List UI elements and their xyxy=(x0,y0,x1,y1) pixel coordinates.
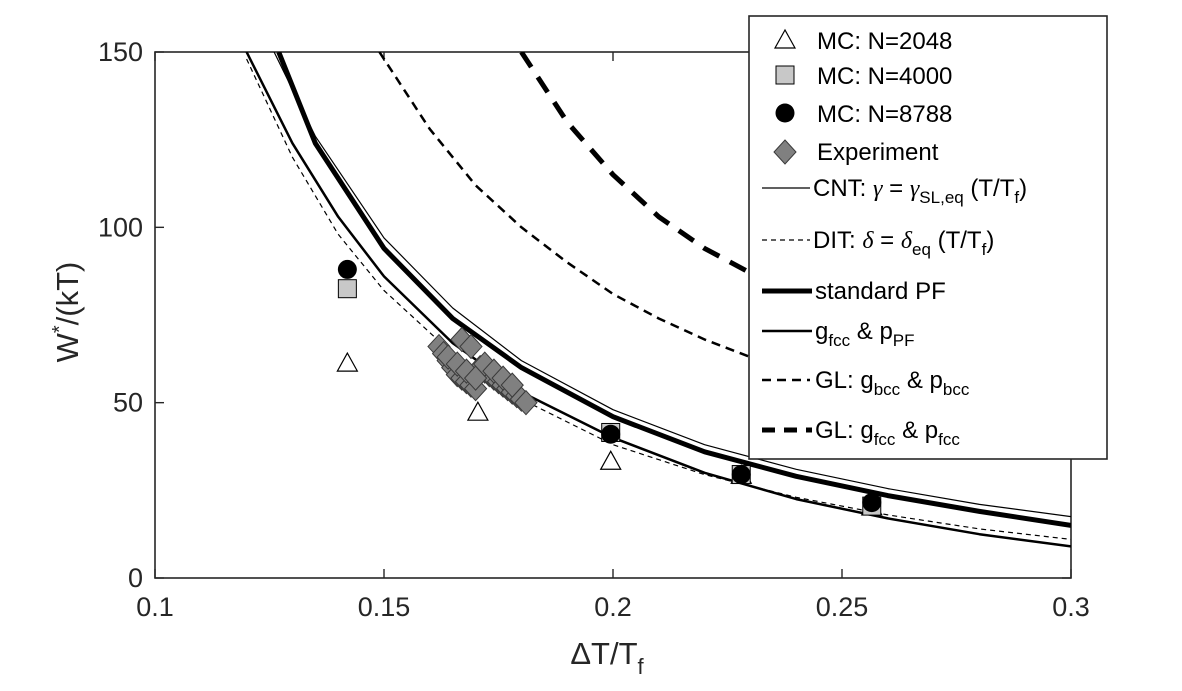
x-tick-label: 0.3 xyxy=(1052,592,1090,622)
point-mc-8788 xyxy=(601,424,621,444)
legend-circle-marker xyxy=(775,103,795,123)
point-mc-2048 xyxy=(599,450,622,470)
y-tick-label: 0 xyxy=(128,563,143,593)
legend-entry-mc-8788: MC: N=8788 xyxy=(775,101,952,128)
legend-entry-standard-pf: standard PF xyxy=(762,278,946,305)
y-axis-label: W*/(kT) xyxy=(49,262,85,363)
y-tick-label: 150 xyxy=(98,37,143,67)
legend-label-dit: DIT: δ = δeq (T/Tf) xyxy=(813,227,994,259)
x-tick-label: 0.25 xyxy=(816,592,869,622)
tick-labels: 0.1 0.15 0.2 0.25 0.3 0 50 100 150 xyxy=(98,37,1090,622)
point-mc-8788 xyxy=(862,493,882,513)
series-line-g-fcc-p-pf xyxy=(245,52,1071,548)
series-line-standard-pf xyxy=(276,52,1071,528)
point-mc-2048 xyxy=(466,400,489,421)
legend-entry-experiment: Experiment xyxy=(773,139,939,166)
y-tick-label: 50 xyxy=(113,388,143,418)
legend-entry-cnt: CNT: γ = γSL,eq (T/Tf) xyxy=(762,175,1027,207)
legend-box xyxy=(748,15,1108,460)
series-line-cnt-sl-eq-t-t-f xyxy=(273,52,1071,518)
x-tick-label: 0.2 xyxy=(594,592,632,622)
series-line-gl-g-bcc-p-bcc xyxy=(378,52,843,387)
legend-label-mc-8788: MC: N=8788 xyxy=(817,101,952,128)
legend-label-cnt: CNT: γ = γSL,eq (T/Tf) xyxy=(813,175,1027,207)
point-mc-8788 xyxy=(337,259,357,279)
legend-label-experiment: Experiment xyxy=(817,139,939,166)
legend-entry-mc-4000: MC: N=4000 xyxy=(775,63,952,90)
legend-label-mc-2048: MC: N=2048 xyxy=(817,28,952,55)
point-experiment xyxy=(500,372,524,398)
x-tick-label: 0.1 xyxy=(136,592,174,622)
points-layer xyxy=(336,259,883,516)
legend-square-marker xyxy=(775,65,795,85)
point-mc-8788 xyxy=(731,465,751,485)
series-line-dit-eq-t-t-f xyxy=(246,58,1071,540)
point-mc-4000 xyxy=(337,279,357,299)
legend-triangle-marker xyxy=(773,28,797,49)
legend-label-standard-pf: standard PF xyxy=(815,278,946,305)
point-experiment xyxy=(491,365,515,391)
legend-diamond-marker xyxy=(773,139,797,165)
x-axis-label: ΔT/Tf xyxy=(570,636,644,679)
y-tick-label: 100 xyxy=(98,212,143,242)
x-tick-label: 0.15 xyxy=(358,592,411,622)
point-experiment xyxy=(514,389,538,416)
point-mc-2048 xyxy=(336,351,359,372)
legend-label-mc-4000: MC: N=4000 xyxy=(817,63,952,90)
point-experiment xyxy=(459,333,483,360)
lines-layer xyxy=(245,52,1071,548)
legend-entry-mc-2048: MC: N=2048 xyxy=(773,28,952,55)
legend-entry-dit: DIT: δ = δeq (T/Tf) xyxy=(762,227,994,259)
